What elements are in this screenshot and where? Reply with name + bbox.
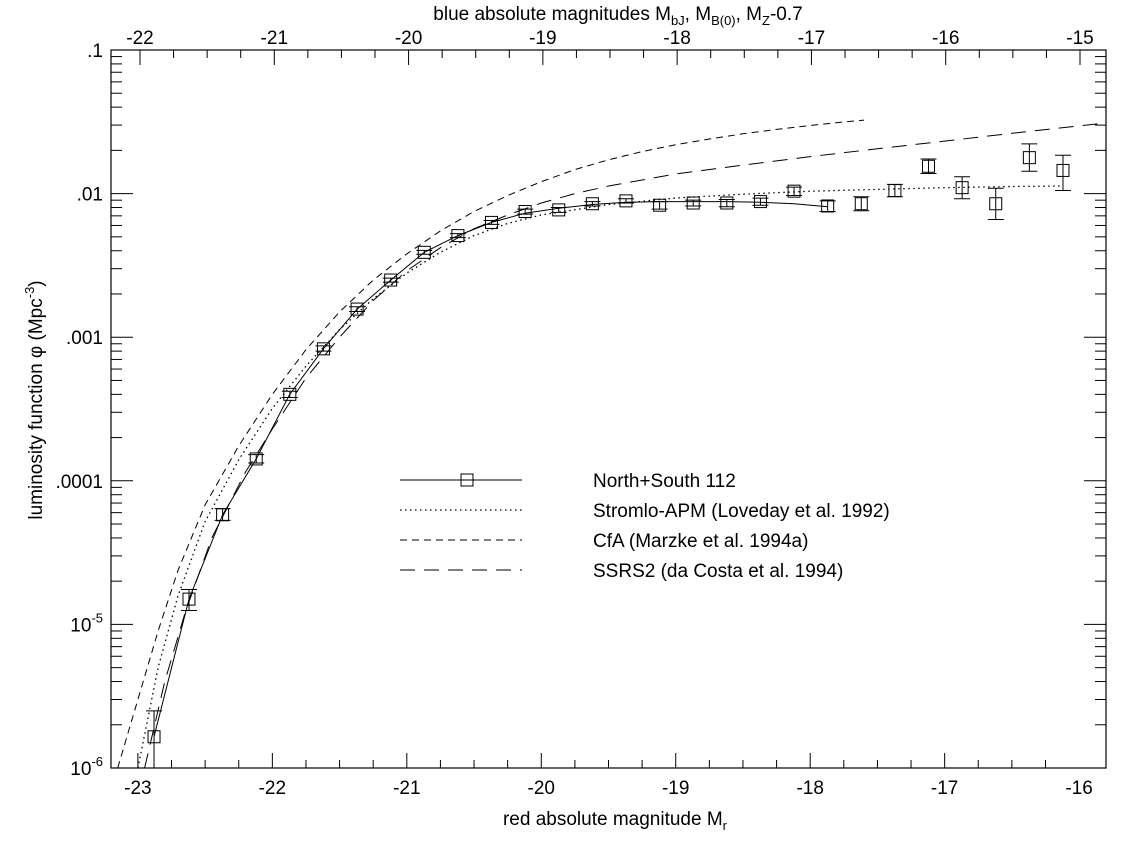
x-tick-label: -21 bbox=[393, 778, 420, 799]
data-point-square bbox=[653, 198, 667, 212]
y-tick-label-exponent: -5 bbox=[91, 610, 103, 625]
y-tick-label-base: 10 bbox=[70, 759, 91, 780]
data-point-square bbox=[417, 245, 431, 259]
x-tick-label: -17 bbox=[931, 778, 958, 799]
data-point-square bbox=[922, 159, 936, 173]
top-tick-label: -21 bbox=[261, 28, 288, 49]
y-axis-title-main: luminosity function φ (Mpc bbox=[26, 298, 47, 519]
legend-label-cfa: CfA (Marzke et al. 1994a) bbox=[593, 531, 808, 552]
top-axis-title-sub3: Z bbox=[762, 13, 770, 28]
legend: North+South 112 Stromlo-APM (Loveday et … bbox=[400, 471, 890, 582]
x-tick-label: -22 bbox=[259, 778, 286, 799]
y-tick-label-base: 10 bbox=[70, 615, 91, 636]
top-axis-title-part1: blue absolute magnitudes M bbox=[433, 4, 671, 25]
data-point-square bbox=[888, 184, 902, 198]
x-tick-label: -23 bbox=[124, 778, 151, 799]
data-point-square bbox=[955, 181, 969, 195]
y-tick-label: .01 bbox=[77, 185, 103, 206]
data-point-square bbox=[182, 592, 196, 606]
legend-marker-north-south bbox=[460, 473, 474, 487]
data-point-square bbox=[216, 508, 230, 522]
top-axis-title-part2: , M bbox=[685, 4, 711, 25]
series-line-0 bbox=[153, 201, 828, 737]
data-point-square bbox=[720, 196, 734, 210]
data-point-square bbox=[686, 196, 700, 210]
y-tick-label: 10-5 bbox=[70, 610, 103, 636]
data-point-square bbox=[1056, 163, 1070, 177]
legend-label-stromlo: Stromlo-APM (Loveday et al. 1992) bbox=[593, 501, 890, 522]
data-point-square bbox=[384, 273, 398, 287]
top-tick-label: -22 bbox=[126, 28, 153, 49]
y-axis-title-sup: -3 bbox=[22, 287, 37, 299]
plot-border bbox=[110, 49, 1107, 769]
top-tick-label: -18 bbox=[663, 28, 690, 49]
top-tick-label: -15 bbox=[1066, 28, 1093, 49]
data-point-square bbox=[552, 203, 566, 217]
data-point-square bbox=[753, 195, 767, 209]
y-axis-title-end: ) bbox=[26, 280, 47, 286]
data-point-square bbox=[451, 229, 465, 243]
x-axis-title-sub: r bbox=[723, 818, 728, 833]
plot-frame bbox=[110, 49, 1107, 769]
data-point-square bbox=[147, 730, 161, 744]
y-tick-label: 10-6 bbox=[70, 754, 103, 780]
data-point-square bbox=[619, 194, 633, 208]
x-tick-label: -18 bbox=[796, 778, 823, 799]
x-axis-title: red absolute magnitude Mr bbox=[503, 809, 728, 833]
data-point-square bbox=[316, 342, 330, 356]
legend-label-ssrs2: SSRS2 (da Costa et al. 1994) bbox=[593, 561, 843, 582]
top-axis-title-part4: -0.7 bbox=[770, 4, 803, 25]
data-point-square bbox=[854, 197, 868, 211]
series-line-2 bbox=[117, 119, 865, 768]
top-axis-title: blue absolute magnitudes MbJ, MB(0), MZ-… bbox=[433, 4, 802, 28]
data-point-square bbox=[1022, 151, 1036, 165]
curves-layer bbox=[117, 119, 1106, 768]
top-axis-title-sub2: B(0) bbox=[711, 13, 736, 28]
data-point-square bbox=[787, 184, 801, 198]
top-axis-title-part3: , M bbox=[736, 4, 762, 25]
x-tick-label: -19 bbox=[662, 778, 689, 799]
top-tick-label: -20 bbox=[395, 28, 422, 49]
x-axis-title-main: red absolute magnitude M bbox=[503, 809, 723, 830]
series-line-3 bbox=[144, 122, 1106, 768]
y-tick-label: .001 bbox=[66, 328, 103, 349]
y-tick-label-exponent: -6 bbox=[91, 754, 103, 769]
y-tick-label: .0001 bbox=[55, 472, 103, 493]
data-point-square bbox=[989, 197, 1003, 211]
data-point-square bbox=[585, 197, 599, 211]
top-tick-label: -16 bbox=[932, 28, 959, 49]
tick-labels-layer: -23 -22 -21 -20 -19 -18 -17 -16 -22 -21 -20 -19 -18 -… bbox=[55, 28, 1093, 799]
data-point-square bbox=[249, 452, 263, 466]
y-axis-title: luminosity function φ (Mpc-3) bbox=[22, 280, 47, 519]
data-point-square bbox=[485, 215, 499, 229]
top-tick-label: -17 bbox=[798, 28, 825, 49]
data-point-square bbox=[518, 205, 532, 219]
data-point-square bbox=[350, 302, 364, 316]
x-tick-label: -16 bbox=[1065, 778, 1092, 799]
top-tick-label: -19 bbox=[529, 28, 556, 49]
series-line-1 bbox=[137, 185, 1064, 768]
legend-label-north-south: North+South 112 bbox=[593, 471, 736, 492]
ticks-layer bbox=[111, 49, 1106, 769]
data-point-square bbox=[283, 387, 297, 401]
top-axis-title-sub1: bJ bbox=[671, 13, 685, 28]
x-tick-label: -20 bbox=[528, 778, 555, 799]
data-point-square bbox=[821, 199, 835, 213]
markers-layer bbox=[146, 143, 1071, 769]
y-tick-label: .1 bbox=[87, 41, 103, 62]
